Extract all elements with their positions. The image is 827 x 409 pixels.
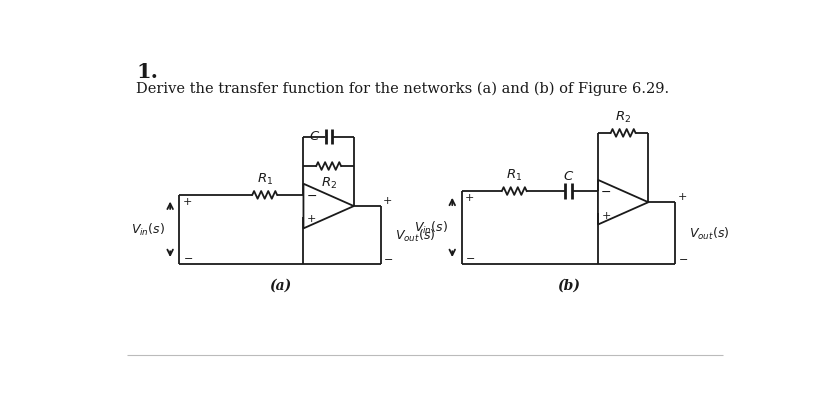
Text: 1.: 1. <box>136 62 158 82</box>
Text: $+$: $+$ <box>306 213 316 224</box>
Text: $R_1$: $R_1$ <box>256 171 272 186</box>
Text: $R_2$: $R_2$ <box>320 176 337 191</box>
Text: $-$: $-$ <box>677 253 687 263</box>
Text: $-$: $-$ <box>600 184 610 197</box>
Text: $-$: $-$ <box>464 251 474 261</box>
Text: (a): (a) <box>269 278 291 292</box>
Text: $V_{in}(s)$: $V_{in}(s)$ <box>413 220 447 236</box>
Text: +: + <box>182 197 192 207</box>
Text: $-$: $-$ <box>305 188 317 201</box>
Text: $C$: $C$ <box>562 169 573 182</box>
Text: +: + <box>677 191 686 201</box>
Text: +: + <box>383 195 392 205</box>
Text: $R_2$: $R_2$ <box>614 109 630 124</box>
Text: $R_1$: $R_1$ <box>505 167 522 182</box>
Text: $V_{in}(s)$: $V_{in}(s)$ <box>131 222 165 238</box>
Text: $V_{out}(s)$: $V_{out}(s)$ <box>689 225 729 241</box>
Text: Derive the transfer function for the networks (a) and (b) of Figure 6.29.: Derive the transfer function for the net… <box>136 81 668 96</box>
Text: +: + <box>464 193 473 203</box>
Text: $-$: $-$ <box>182 251 193 261</box>
Text: $V_{out}(s)$: $V_{out}(s)$ <box>394 227 435 243</box>
Text: $+$: $+$ <box>600 209 610 220</box>
Text: $C$: $C$ <box>308 129 320 142</box>
Text: (b): (b) <box>557 278 579 292</box>
Text: $-$: $-$ <box>383 253 393 263</box>
